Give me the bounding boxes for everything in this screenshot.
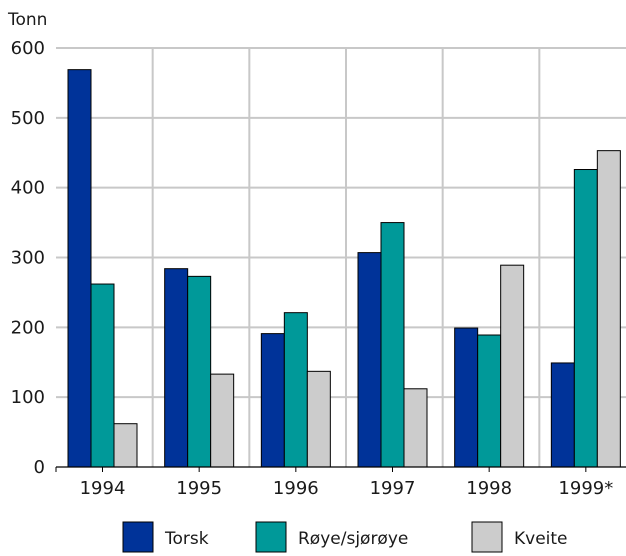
bar-Kveite-1997	[403, 388, 428, 468]
bar-Røye/sjørøye-1998	[477, 334, 502, 468]
bar-Røye/sjørøye-1996	[283, 312, 308, 468]
x-tick-label-1996: 1996	[273, 478, 319, 499]
y-tick-label-300: 300	[11, 248, 45, 269]
bar-Røye/sjørøye-1994	[90, 283, 115, 468]
bar-Torsk-1994	[67, 69, 92, 468]
y-tick-label-200: 200	[11, 317, 45, 338]
x-tick-label-1998: 1998	[466, 478, 512, 499]
legend-swatch-Røye/sjørøye	[255, 521, 287, 553]
legend-label-Torsk: Torsk	[164, 529, 209, 549]
x-tick-label-1999*: 1999*	[558, 478, 613, 499]
bar-Røye/sjørøye-1999*	[573, 169, 598, 468]
bar-Røye/sjørøye-1997	[380, 222, 405, 468]
grid	[56, 47, 626, 467]
bar-Kveite-1998	[500, 264, 525, 468]
legend-swatch-Torsk	[122, 521, 154, 553]
x-tick-label-1997: 1997	[370, 478, 416, 499]
bar-Torsk-1998	[454, 327, 479, 468]
x-tick-label-1995: 1995	[176, 478, 222, 499]
x-axis-ticks: 1994 1995 1996 1997 1998 1999*	[80, 467, 613, 499]
bar-Torsk-1996	[260, 333, 285, 468]
bar-Kveite-1999*	[596, 150, 621, 468]
bar-Røye/sjørøye-1995	[187, 275, 212, 468]
y-tick-label-500: 500	[11, 108, 45, 129]
bar-Kveite-1994	[113, 423, 138, 468]
bar-Torsk-1997	[357, 252, 382, 468]
x-tick-label-1994: 1994	[80, 478, 126, 499]
bar-Torsk-1999*	[550, 362, 575, 468]
legend-label-Kveite: Kveite	[514, 529, 568, 549]
bar-Kveite-1995	[210, 373, 235, 468]
y-tick-label-100: 100	[11, 387, 45, 408]
y-tick-label-0: 0	[34, 457, 45, 478]
axes	[55, 466, 626, 472]
bar-Kveite-1996	[306, 370, 331, 468]
bars	[67, 69, 621, 468]
bar-Torsk-1995	[164, 268, 189, 468]
legend: Torsk Røye/sjørøye Kveite	[122, 521, 568, 553]
y-tick-label-400: 400	[11, 178, 45, 199]
y-unit-label: Tonn	[7, 10, 47, 30]
y-tick-label-600: 600	[11, 38, 45, 59]
legend-label-Røye/sjørøye: Røye/sjørøye	[298, 529, 408, 549]
y-axis-ticks: 0 100 200 300 400 500 600	[11, 38, 45, 478]
legend-swatch-Kveite	[471, 521, 503, 553]
